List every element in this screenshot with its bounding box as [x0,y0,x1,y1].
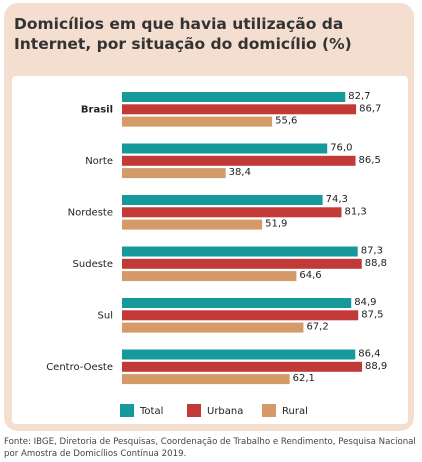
legend-label: Rural [282,406,308,417]
value-label: 86,5 [359,155,381,166]
value-label: 38,4 [229,167,251,178]
legend-swatch [120,404,134,417]
bar [122,310,359,321]
category-label: Brasil [81,104,113,115]
bar [122,374,290,385]
category-label: Nordeste [68,207,113,218]
value-label: 74,3 [326,194,348,205]
bar [122,116,273,127]
bar [122,361,363,372]
value-label: 86,7 [359,103,381,114]
legend-label: Total [139,406,163,417]
bar [122,322,304,333]
legend-swatch [187,404,201,417]
category-label: Sudeste [73,259,113,270]
category-label: Centro-Oeste [46,362,113,373]
value-label: 67,2 [306,322,328,333]
bar [122,104,357,115]
bar [122,246,358,257]
bar [122,195,323,205]
bar [122,143,328,154]
value-label: 82,7 [348,91,370,102]
bar [122,92,346,102]
value-label: 87,5 [361,309,383,320]
value-label: 84,9 [354,297,376,308]
bar [122,298,352,308]
category-label: Norte [85,156,113,167]
bar [122,349,356,360]
value-label: 62,1 [293,373,315,384]
value-label: 88,9 [365,361,387,372]
source-note: Fonte: IBGE, Diretoria de Pesquisas, Coo… [4,437,416,459]
bar [122,155,356,166]
chart-title: Domicílios em que havia utilização da In… [14,15,352,53]
value-label: 86,4 [358,349,380,360]
value-label: 51,9 [265,219,287,230]
value-label: 88,8 [365,258,387,269]
legend-label: Urbana [207,406,243,417]
value-label: 87,3 [361,246,383,257]
bar [122,271,297,282]
category-label: Sul [98,310,113,321]
value-label: 81,3 [345,206,367,217]
value-label: 64,6 [299,270,321,281]
bar [122,258,362,269]
legend-swatch [262,404,276,417]
bar [122,207,342,218]
value-label: 55,6 [275,116,297,127]
bar [122,219,263,230]
bar [122,168,226,179]
value-label: 76,0 [330,143,352,154]
